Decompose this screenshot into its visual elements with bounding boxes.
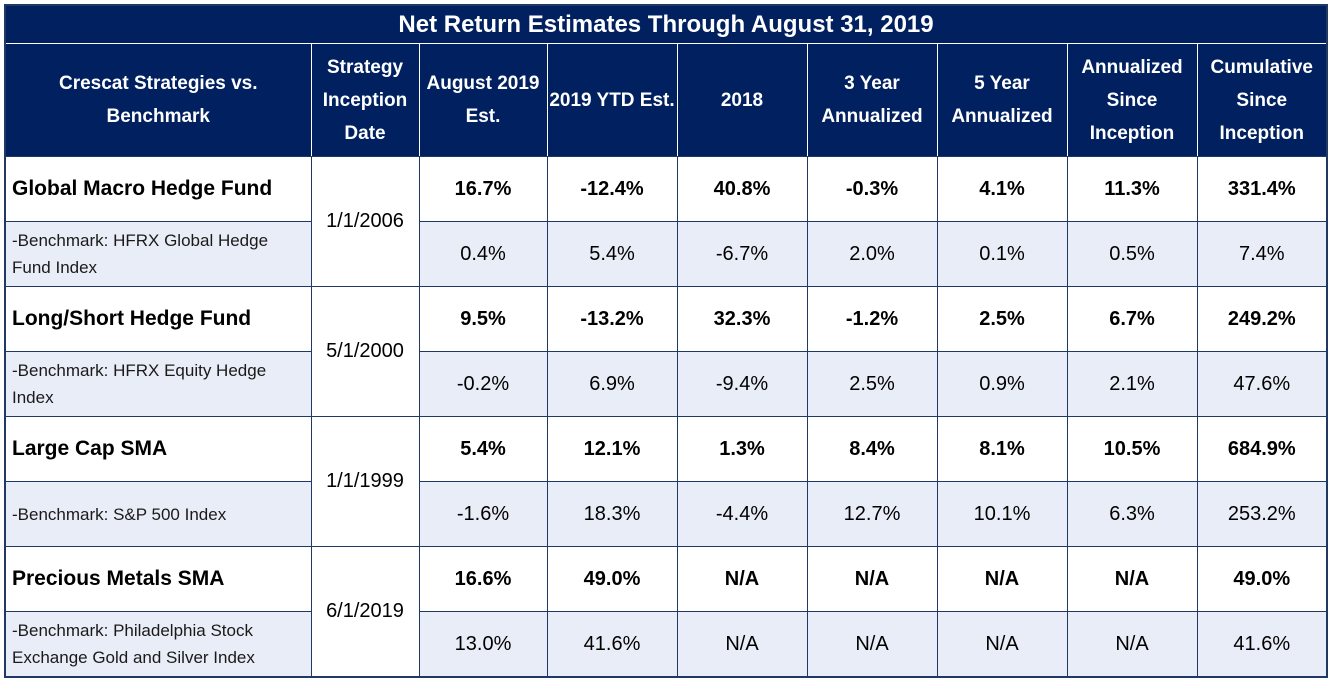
benchmark-name: -Benchmark: Philadelphia Stock Exchange …	[4, 611, 312, 678]
value-cell: 5.4%	[418, 416, 548, 482]
value-cell: 6.3%	[1066, 481, 1198, 547]
column-header-ytd-est: 2019 YTD Est.	[546, 43, 678, 157]
value-cell: N/A	[936, 546, 1068, 612]
value-cell: 5.4%	[546, 221, 678, 287]
value-cell: 11.3%	[1066, 156, 1198, 222]
benchmark-name: -Benchmark: HFRX Global Hedge Fund Index	[4, 221, 312, 287]
value-cell: 12.7%	[806, 481, 938, 547]
table-title: Net Return Estimates Through August 31, …	[4, 4, 1328, 44]
table-row: -Benchmark: S&P 500 Index -1.6% 18.3% -4…	[4, 481, 1328, 547]
value-cell: -1.6%	[418, 481, 548, 547]
value-cell: 32.3%	[676, 286, 808, 352]
table-body: Global Macro Hedge Fund 1/1/2006 16.7% -…	[4, 156, 1328, 678]
value-cell: 7.4%	[1196, 221, 1328, 287]
table-row: -Benchmark: HFRX Equity Hedge Index -0.2…	[4, 351, 1328, 417]
fund-name: Long/Short Hedge Fund	[4, 286, 312, 352]
value-cell: 2.5%	[806, 351, 938, 417]
value-cell: -12.4%	[546, 156, 678, 222]
value-cell: -1.2%	[806, 286, 938, 352]
value-cell: 49.0%	[1196, 546, 1328, 612]
value-cell: -13.2%	[546, 286, 678, 352]
value-cell: 0.5%	[1066, 221, 1198, 287]
table-row: Precious Metals SMA 6/1/2019 16.6% 49.0%…	[4, 546, 1328, 678]
column-header-cumulative-since-inception: Cumulative Since Inception	[1196, 43, 1328, 157]
column-header-inception-date: Strategy Inception Date	[310, 43, 420, 157]
value-cell: -6.7%	[676, 221, 808, 287]
value-cell: 18.3%	[546, 481, 678, 547]
value-cell: 41.6%	[1196, 611, 1328, 678]
column-header-2018: 2018	[676, 43, 808, 157]
value-cell: 1.3%	[676, 416, 808, 482]
value-cell: 2.1%	[1066, 351, 1198, 417]
value-cell: -4.4%	[676, 481, 808, 547]
table-row: Large Cap SMA 1/1/1999 5.4% 12.1% 1.3% 8…	[4, 416, 1328, 547]
value-cell: 10.5%	[1066, 416, 1198, 482]
value-cell: N/A	[1066, 611, 1198, 678]
value-cell: 6.9%	[546, 351, 678, 417]
value-cell: -9.4%	[676, 351, 808, 417]
value-cell: 6.7%	[1066, 286, 1198, 352]
table-row: Long/Short Hedge Fund 5/1/2000 9.5% -13.…	[4, 286, 1328, 417]
inception-date: 5/1/2000	[310, 286, 420, 417]
column-header-annualized-since-inception: Annualized Since Inception	[1066, 43, 1198, 157]
value-cell: 0.1%	[936, 221, 1068, 287]
column-header-3-year: 3 Year Annualized	[806, 43, 938, 157]
value-cell: 0.9%	[936, 351, 1068, 417]
fund-name: Global Macro Hedge Fund	[4, 156, 312, 222]
value-cell: N/A	[676, 611, 808, 678]
value-cell: 253.2%	[1196, 481, 1328, 547]
value-cell: N/A	[806, 546, 938, 612]
value-cell: 49.0%	[546, 546, 678, 612]
inception-date: 6/1/2019	[310, 546, 420, 678]
inception-date: 1/1/1999	[310, 416, 420, 547]
value-cell: -0.2%	[418, 351, 548, 417]
benchmark-name: -Benchmark: HFRX Equity Hedge Index	[4, 351, 312, 417]
column-header-august-est: August 2019 Est.	[418, 43, 548, 157]
table-row: -Benchmark: Philadelphia Stock Exchange …	[4, 611, 1328, 678]
value-cell: 40.8%	[676, 156, 808, 222]
value-cell: 12.1%	[546, 416, 678, 482]
value-cell: 8.4%	[806, 416, 938, 482]
table-row: -Benchmark: HFRX Global Hedge Fund Index…	[4, 221, 1328, 287]
inception-date: 1/1/2006	[310, 156, 420, 287]
returns-table-container: Net Return Estimates Through August 31, …	[4, 4, 1329, 678]
value-cell: 13.0%	[418, 611, 548, 678]
value-cell: 10.1%	[936, 481, 1068, 547]
value-cell: 47.6%	[1196, 351, 1328, 417]
value-cell: N/A	[1066, 546, 1198, 612]
value-cell: 9.5%	[418, 286, 548, 352]
value-cell: 0.4%	[418, 221, 548, 287]
column-header-strategy: Crescat Strategies vs. Benchmark	[4, 43, 312, 157]
fund-name: Precious Metals SMA	[4, 546, 312, 612]
value-cell: 249.2%	[1196, 286, 1328, 352]
value-cell: N/A	[806, 611, 938, 678]
benchmark-name: -Benchmark: S&P 500 Index	[4, 481, 312, 547]
value-cell: 2.0%	[806, 221, 938, 287]
table-row: Global Macro Hedge Fund 1/1/2006 16.7% -…	[4, 156, 1328, 287]
value-cell: N/A	[936, 611, 1068, 678]
value-cell: 16.7%	[418, 156, 548, 222]
value-cell: 8.1%	[936, 416, 1068, 482]
value-cell: N/A	[676, 546, 808, 612]
value-cell: -0.3%	[806, 156, 938, 222]
fund-name: Large Cap SMA	[4, 416, 312, 482]
value-cell: 16.6%	[418, 546, 548, 612]
value-cell: 41.6%	[546, 611, 678, 678]
value-cell: 684.9%	[1196, 416, 1328, 482]
value-cell: 331.4%	[1196, 156, 1328, 222]
value-cell: 4.1%	[936, 156, 1068, 222]
value-cell: 2.5%	[936, 286, 1068, 352]
column-header-5-year: 5 Year Annualized	[936, 43, 1068, 157]
net-returns-table: Net Return Estimates Through August 31, …	[4, 4, 1329, 678]
